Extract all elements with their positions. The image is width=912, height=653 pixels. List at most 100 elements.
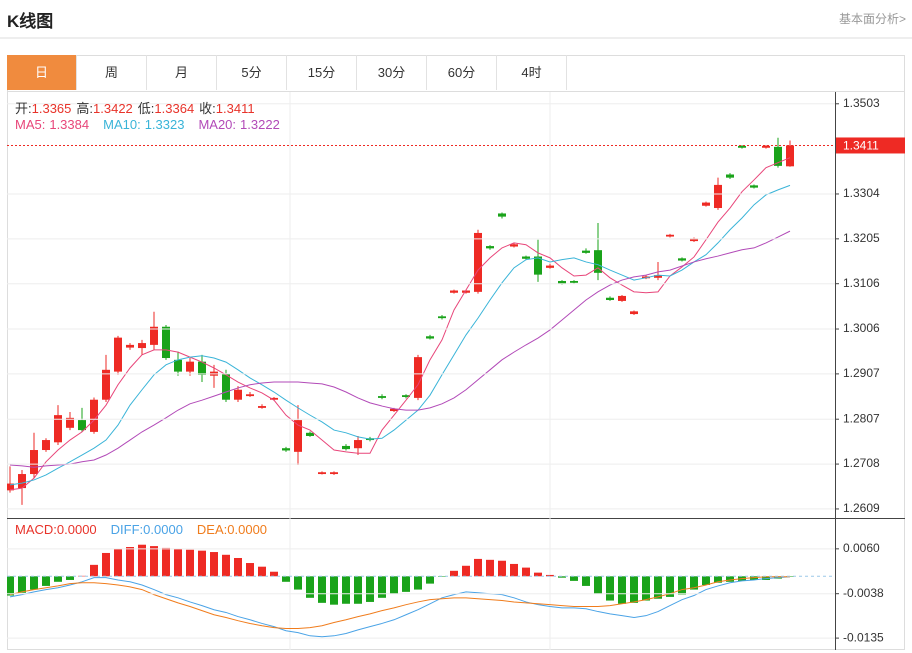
legend-value: 1.3323 — [144, 117, 185, 132]
macd-bar — [510, 563, 518, 577]
candle-body — [462, 290, 470, 293]
macd-bar — [534, 572, 542, 577]
candle-body — [414, 357, 422, 398]
candle-body — [378, 396, 386, 398]
candle-body — [150, 326, 158, 345]
macd-bar — [630, 576, 638, 603]
macd-bar — [654, 576, 662, 599]
tab[interactable]: 周 — [77, 55, 147, 90]
tab[interactable]: 5分 — [217, 55, 287, 90]
macd-bar — [114, 548, 122, 577]
macd-bar — [246, 563, 254, 577]
candle-body — [294, 420, 302, 452]
link[interactable]: 基本面分析> — [838, 12, 906, 26]
candle-body — [654, 275, 662, 278]
tab[interactable]: 30分 — [357, 55, 427, 90]
candle-body — [570, 280, 578, 283]
candle-body — [186, 361, 194, 372]
legend-name: DEA: — [196, 522, 228, 537]
candle-body — [786, 145, 794, 167]
macd-bar — [18, 576, 26, 593]
y-tick-label: 1.2708 — [843, 456, 880, 470]
candle-body — [66, 417, 74, 428]
candle-body — [162, 326, 170, 359]
candle-body — [630, 311, 638, 315]
macd-bar — [462, 565, 470, 577]
macd-bar — [366, 576, 374, 602]
y-tick-label: 1.3503 — [843, 96, 880, 110]
ma-legend: MA5: 1.3384 MA10: 1.3323 MA20: 1.3222 — [15, 117, 294, 132]
tab[interactable]: 60分 — [427, 55, 497, 90]
candle-body — [726, 174, 734, 178]
title: K线图 — [7, 12, 54, 31]
candle-body — [30, 450, 38, 475]
last-price-label: 1.3411 — [843, 139, 879, 153]
legend-value: 0.0000 — [143, 522, 183, 537]
candle-body — [138, 343, 146, 349]
candle-body — [306, 432, 314, 436]
macd-bar — [498, 560, 506, 577]
legend-name: MA5: — [15, 117, 46, 132]
macd-bar — [162, 547, 170, 577]
macd-bar — [90, 564, 98, 577]
quote-label: 高: — [76, 101, 94, 116]
macd-bar — [450, 570, 458, 577]
macd-bar — [582, 576, 590, 586]
line — [9, 157, 791, 491]
macd-bar — [270, 571, 278, 577]
macd-bar — [294, 576, 302, 590]
macd-bar — [66, 576, 74, 580]
candle-body — [702, 202, 710, 206]
legend-value: 1.3222 — [240, 117, 280, 132]
quote-value: 1.3411 — [215, 101, 255, 116]
macd-bar — [726, 576, 734, 582]
candle-body — [498, 213, 506, 217]
candle-body — [750, 185, 758, 188]
candle-body — [450, 290, 458, 293]
macd-bar — [210, 552, 218, 577]
candle-body — [534, 256, 542, 275]
candle-body — [558, 280, 566, 284]
candle-body — [114, 337, 122, 372]
y-tick-label: 1.2907 — [843, 366, 880, 380]
macd-bar — [402, 576, 410, 592]
tab[interactable]: 15分 — [287, 55, 357, 90]
candle-body — [258, 406, 266, 408]
macd-bar — [150, 546, 158, 577]
macd-bar — [474, 558, 482, 577]
macd-bar — [558, 576, 566, 578]
candle-body — [774, 146, 782, 166]
tabs: 日周月 5分 15分 30分 60分 4时 — [7, 55, 567, 90]
macd-bar — [522, 567, 530, 577]
candle-body — [546, 265, 554, 268]
macd-bar — [222, 554, 230, 577]
candle-body — [606, 297, 614, 301]
macd-bar — [414, 576, 422, 590]
y-tick-label: -0.0135 — [843, 630, 884, 644]
tab[interactable]: 4时 — [497, 55, 567, 90]
y-tick-label: 1.2807 — [843, 411, 880, 425]
candle-body — [510, 244, 518, 247]
macd-bar — [426, 576, 434, 584]
candle-body — [198, 361, 206, 375]
candle-body — [126, 344, 134, 348]
macd-bar — [258, 566, 266, 577]
macd-bar — [342, 576, 350, 604]
candle-body — [486, 246, 494, 249]
candle-body — [582, 250, 590, 253]
tab[interactable]: 月 — [147, 55, 217, 90]
macd-bar — [54, 576, 62, 582]
macd-bar — [618, 576, 626, 604]
macd-bar — [570, 576, 578, 581]
candle-body — [738, 145, 746, 148]
quote: 开:1.3365 高:1.3422 低:1.3364 收:1.3411 — [15, 98, 260, 117]
macd-bar — [390, 576, 398, 594]
macd-bar — [642, 576, 650, 601]
candle-body — [222, 373, 230, 400]
tab[interactable]: 日 — [7, 55, 77, 90]
candle-body — [678, 258, 686, 261]
legend-value: 0.0000 — [56, 522, 97, 537]
macd-legend: MACD:0.0000 DIFF:0.0000 DEA:0.0000 — [15, 522, 281, 537]
quote-label: 收: — [199, 101, 216, 116]
